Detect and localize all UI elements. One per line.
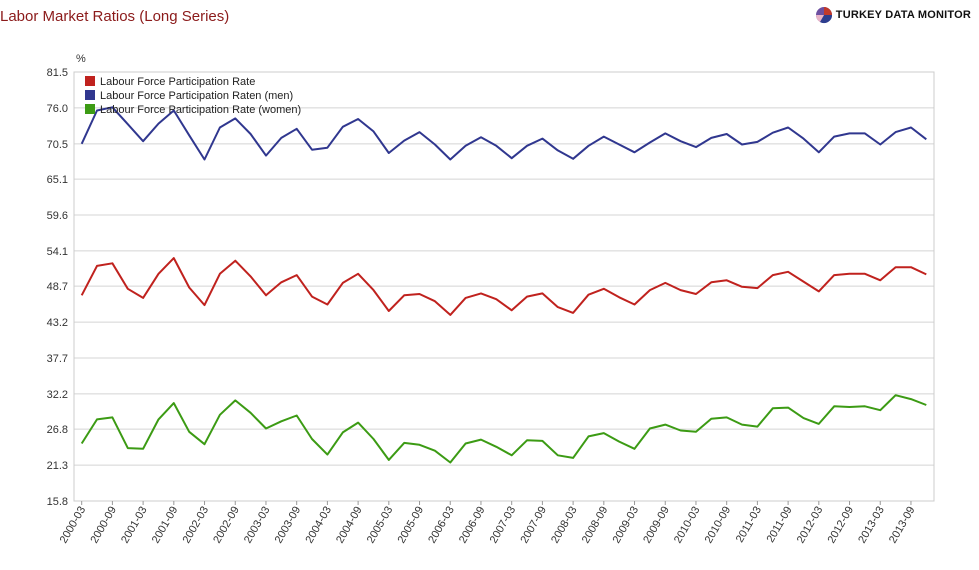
pie-logo-icon [815,7,832,24]
x-tick-label: 2002-09 [211,505,242,546]
chart-legend: Labour Force Participation Rate Labour Fo… [85,76,301,116]
x-tick-label: 2008-03 [549,505,580,546]
pie-logo-slice-3 [815,15,824,22]
pie-logo-slice-2 [819,15,832,24]
x-tick-label: 2001-03 [119,505,150,546]
legend-label: Labour Force Participation Raten (men) [100,90,293,102]
y-tick-label: 43.2 [47,317,68,329]
x-tick-label: 2013-03 [856,505,887,546]
y-tick-label: 26.8 [47,424,68,436]
y-axis: 15.8 21.3 26.8 32.2 37.7 43.2 48.7 54.1 59.6 65.1… [47,67,68,508]
x-tick-label: 2006-03 [426,505,457,546]
series-line-1 [80,257,927,316]
y-tick-label: 32.2 [47,389,68,401]
x-tick-label: 2010-03 [672,505,703,546]
y-tick-label: 37.7 [47,353,68,365]
y-tick-label: 15.8 [47,496,68,508]
legend-swatch [85,90,95,100]
y-tick-label: 65.1 [47,174,68,186]
x-tick-label: 2003-03 [242,505,273,546]
x-tick-label: 2002-03 [181,505,212,546]
x-tick-label: 2004-09 [334,505,365,546]
plot-area [73,71,935,502]
x-tick-label: 2005-03 [365,505,396,546]
series-lines [80,106,927,464]
brand-name: TURKEY DATA MONITOR [835,9,971,21]
chart-title: Labor Market Ratios (Long Series) [0,8,230,25]
x-tick-label: 2007-03 [488,505,519,546]
y-tick-label: 81.5 [47,67,68,79]
legend-label: Labour Force Participation Rate [100,76,255,88]
legend-swatch [85,104,95,114]
legend-label: Labour Force Participation Rate (women) [100,104,301,116]
x-tick-label: 2007-09 [518,505,549,546]
y-tick-label: 70.5 [47,139,68,151]
pie-logo-slice-1 [823,7,832,15]
x-tick-label: 2009-09 [641,505,672,546]
y-axis-label: % [76,53,86,65]
x-tick-label: 2004-03 [303,505,334,546]
series-line-2 [80,106,927,161]
x-tick-label: 2009-03 [611,505,642,546]
x-tick-label: 2011-09 [765,505,795,545]
x-tick-label: 2006-09 [457,505,488,546]
y-tick-label: 59.6 [47,210,68,222]
x-tick-label: 2003-09 [273,505,304,546]
series-line-3 [80,394,927,464]
x-tick-label: 2010-09 [703,505,734,546]
x-tick-label: 2012-03 [795,505,826,546]
legend-swatch [85,76,95,86]
chart-grid [74,71,934,502]
y-tick-label: 48.7 [47,281,68,293]
y-tick-label: 21.3 [47,460,68,472]
x-tick-label: 2000-09 [88,505,119,546]
y-tick-label: 54.1 [47,246,68,258]
x-tick-label: 2000-03 [58,505,89,546]
x-tick-label: 2011-03 [734,505,764,545]
brand-logo: TURKEY DATA MONITOR [815,6,971,24]
x-tick-label: 2008-09 [580,505,611,546]
x-tick-label: 2013-09 [887,505,918,546]
x-tick-label: 2012-09 [826,505,857,546]
x-axis: 2000-03 2000-09 2001-03 2001-09 2002-03 2002-… [58,501,918,545]
x-tick-label: 2001-09 [150,505,181,546]
y-tick-label: 76.0 [47,103,68,115]
x-tick-label: 2005-09 [396,505,427,546]
